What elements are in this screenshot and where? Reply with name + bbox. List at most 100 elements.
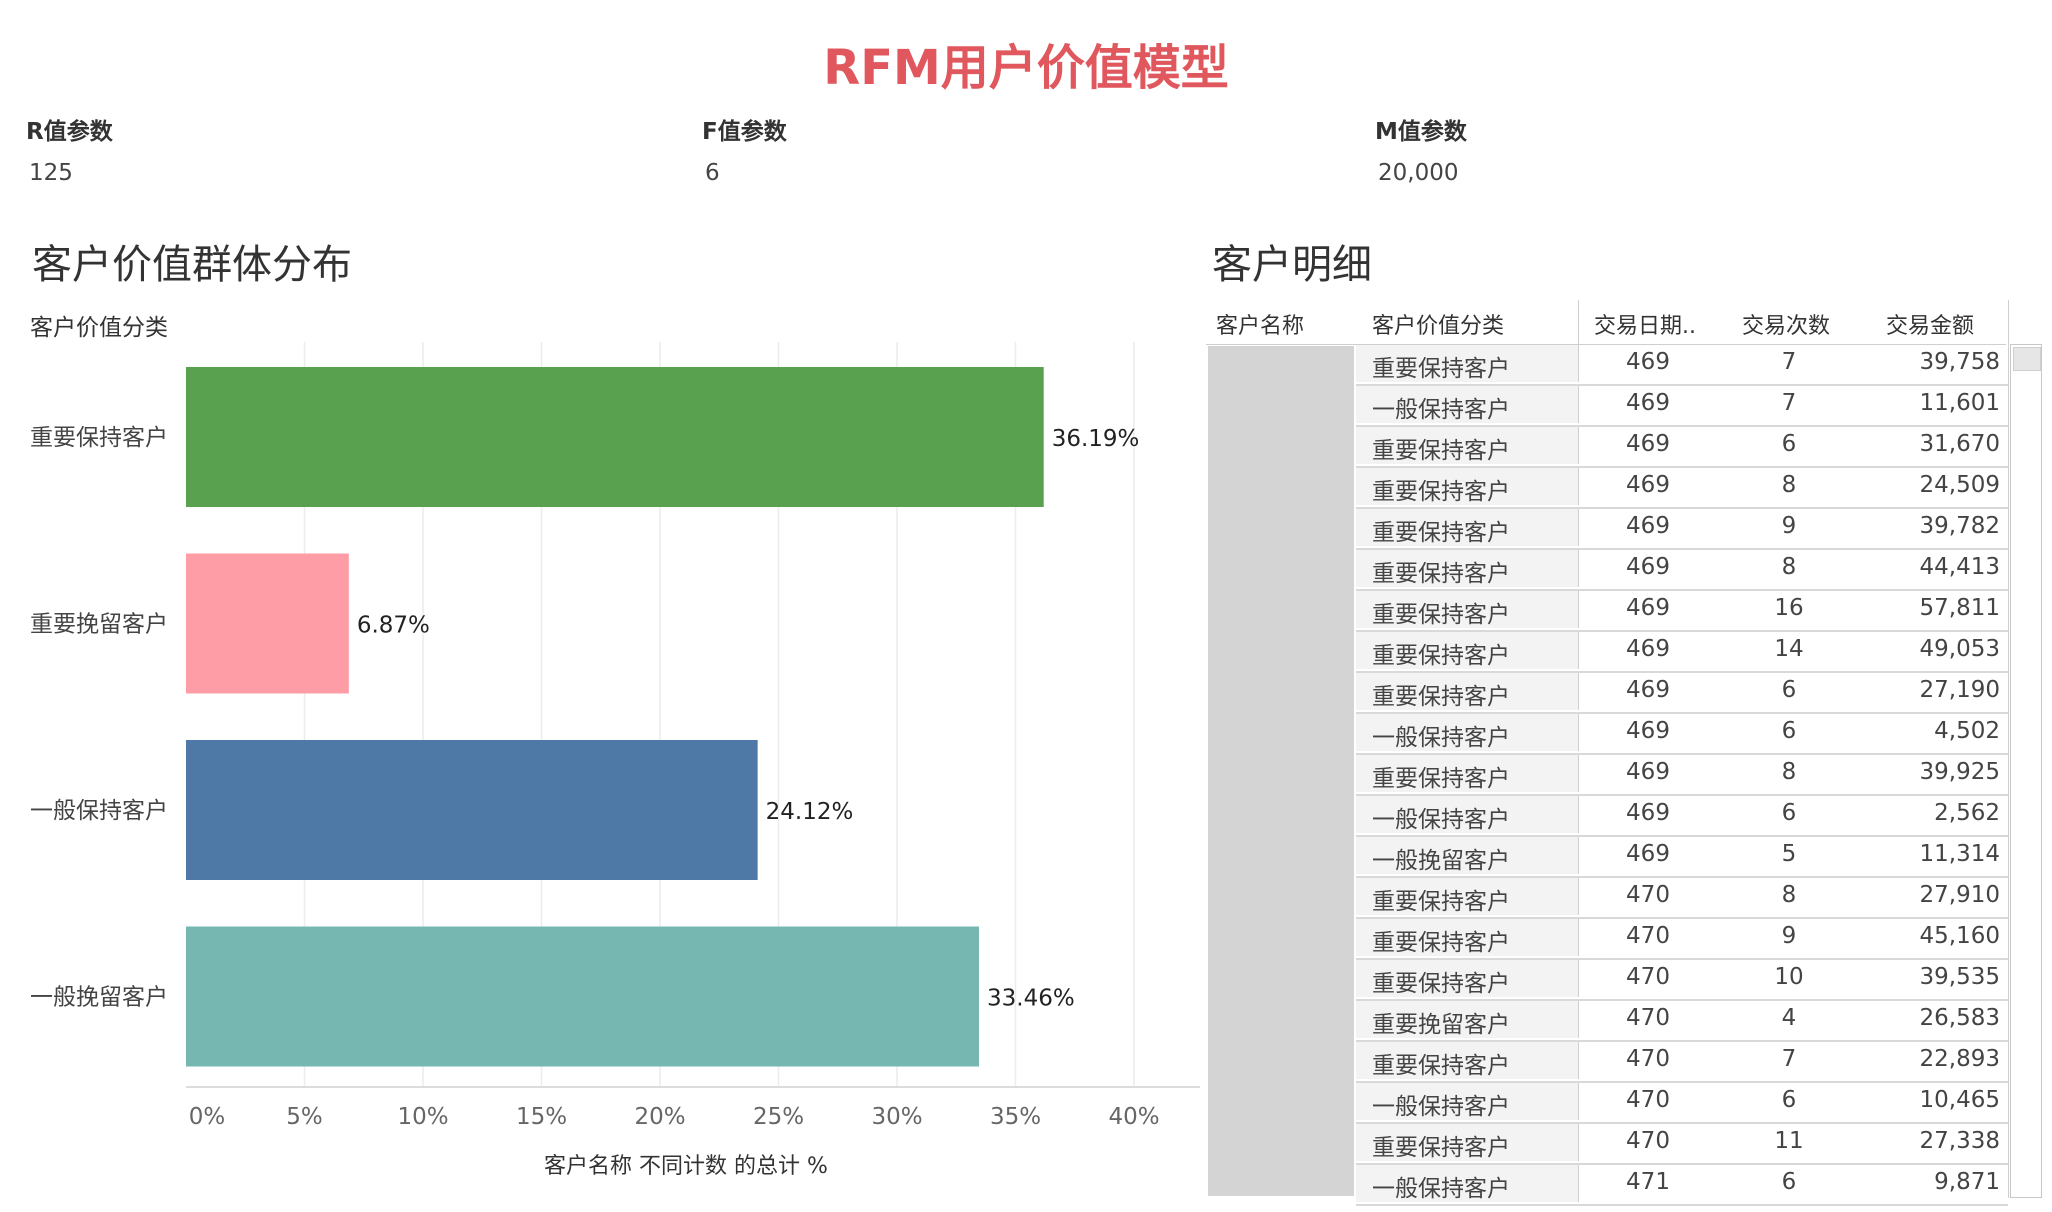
cell-trade-date: 469 xyxy=(1626,636,1670,662)
cell-trade-amount: 39,758 xyxy=(1919,349,2000,375)
table-row[interactable]: 一般挽留客户 469 5 11,314 xyxy=(1356,837,2008,878)
table-row[interactable]: 一般保持客户 471 6 9,871 xyxy=(1356,1165,2008,1206)
bar[interactable] xyxy=(186,740,758,880)
col-header-trade-amount[interactable]: 交易金额 xyxy=(1886,314,1975,339)
cell-trade-amount: 49,053 xyxy=(1919,636,2000,662)
cell-value-category: 重要保持客户 xyxy=(1356,591,1579,628)
m-param[interactable]: M值参数 20,000 xyxy=(1375,112,1467,186)
category-label: 重要保持客户 xyxy=(30,425,168,451)
bar[interactable] xyxy=(186,367,1044,507)
f-param[interactable]: F值参数 6 xyxy=(702,112,787,186)
cell-trade-date: 470 xyxy=(1626,882,1670,908)
cell-trade-count: 16 xyxy=(1774,595,1804,621)
cell-value-category: 重要保持客户 xyxy=(1356,960,1579,997)
chart-axis-group-title: 客户价值分类 xyxy=(30,315,168,341)
cell-trade-date: 469 xyxy=(1626,431,1670,457)
category-label: 一般挽留客户 xyxy=(30,985,168,1011)
cell-value-category: 重要保持客户 xyxy=(1356,468,1579,505)
cell-trade-count: 4 xyxy=(1781,1005,1797,1031)
cell-trade-amount: 2,562 xyxy=(1934,800,2000,826)
table-row[interactable]: 重要保持客户 469 9 39,782 xyxy=(1356,509,2008,550)
customer-name-column xyxy=(1208,346,1354,1196)
data-label: 24.12% xyxy=(766,799,854,825)
cell-trade-amount: 24,509 xyxy=(1919,472,2000,498)
cell-trade-count: 7 xyxy=(1781,1046,1797,1072)
bar-chart: 0% 5% 10% 15% 20% 25% 30% 35% 40% 重要保持客户 36.19% 重要挽… xyxy=(30,342,1200,1130)
cell-value-category-text: 重要保持客户 xyxy=(1372,643,1510,669)
x-tick-label: 15% xyxy=(516,1104,567,1130)
col-header-customer-name[interactable]: 客户名称 xyxy=(1216,314,1305,339)
cell-value-category: 重要保持客户 xyxy=(1356,1124,1579,1161)
table-row[interactable]: 一般保持客户 470 6 10,465 xyxy=(1356,1083,2008,1124)
table-row[interactable]: 重要保持客户 469 8 44,413 xyxy=(1356,550,2008,591)
table-row[interactable]: 一般保持客户 469 6 4,502 xyxy=(1356,714,2008,755)
cell-value-category-text: 重要保持客户 xyxy=(1372,479,1510,505)
cell-trade-amount: 39,782 xyxy=(1919,513,2000,539)
cell-trade-count: 8 xyxy=(1781,759,1797,785)
cell-value-category-text: 重要保持客户 xyxy=(1372,602,1510,628)
cell-value-category-text: 重要保持客户 xyxy=(1372,561,1510,587)
f-param-value[interactable]: 6 xyxy=(705,160,720,186)
cell-value-category: 一般保持客户 xyxy=(1356,1083,1579,1120)
cell-trade-amount: 22,893 xyxy=(1919,1046,2000,1072)
table-right-border xyxy=(2008,300,2009,1198)
table-row[interactable]: 重要保持客户 469 16 57,811 xyxy=(1356,591,2008,632)
table-row[interactable]: 重要保持客户 470 7 22,893 xyxy=(1356,1042,2008,1083)
table-row[interactable]: 重要保持客户 470 11 27,338 xyxy=(1356,1124,2008,1165)
cell-trade-date: 469 xyxy=(1626,677,1670,703)
cell-trade-count: 9 xyxy=(1781,513,1797,539)
cell-trade-date: 469 xyxy=(1626,759,1670,785)
table-row[interactable]: 重要挽留客户 470 4 26,583 xyxy=(1356,1001,2008,1042)
cell-value-category-text: 重要保持客户 xyxy=(1372,889,1510,915)
cell-value-category: 重要保持客户 xyxy=(1356,755,1579,792)
table-row[interactable]: 重要保持客户 469 8 39,925 xyxy=(1356,755,2008,796)
table-scrollbar[interactable] xyxy=(2010,344,2042,1198)
r-param-label: R值参数 xyxy=(26,119,113,145)
r-param[interactable]: R值参数 125 xyxy=(26,112,113,186)
x-tick-label: 10% xyxy=(397,1104,448,1130)
cell-trade-date: 469 xyxy=(1626,390,1670,416)
table-row[interactable]: 重要保持客户 469 6 27,190 xyxy=(1356,673,2008,714)
table-header: 客户名称 客户价值分类 交易日期.. 交易次数 交易金额 xyxy=(1206,300,2006,345)
cell-trade-amount: 31,670 xyxy=(1919,431,2000,457)
cell-trade-count: 6 xyxy=(1781,1087,1797,1113)
cell-value-category: 一般保持客户 xyxy=(1356,714,1579,751)
col-header-value-category[interactable]: 客户价值分类 xyxy=(1372,314,1505,339)
table-section-title: 客户明细 xyxy=(1212,242,1372,288)
chart-section-title: 客户价值群体分布 xyxy=(32,242,352,288)
cell-value-category-text: 重要保持客户 xyxy=(1372,520,1510,546)
cell-value-category-text: 重要保持客户 xyxy=(1372,971,1510,997)
cell-trade-date: 470 xyxy=(1626,1087,1670,1113)
cell-trade-count: 9 xyxy=(1781,923,1797,949)
x-tick-label: 0% xyxy=(189,1104,226,1130)
cell-value-category-text: 一般挽留客户 xyxy=(1372,848,1510,874)
table-row[interactable]: 重要保持客户 469 14 49,053 xyxy=(1356,632,2008,673)
table-row[interactable]: 一般保持客户 469 7 11,601 xyxy=(1356,386,2008,427)
cell-trade-amount: 27,190 xyxy=(1919,677,2000,703)
cell-trade-date: 469 xyxy=(1626,554,1670,580)
cell-value-category: 重要保持客户 xyxy=(1356,1042,1579,1079)
col-header-trade-date[interactable]: 交易日期.. xyxy=(1594,314,1696,339)
bar[interactable] xyxy=(186,553,349,694)
table-row[interactable]: 重要保持客户 469 8 24,509 xyxy=(1356,468,2008,509)
bar[interactable] xyxy=(186,926,980,1067)
data-label: 36.19% xyxy=(1052,426,1140,452)
cell-trade-count: 11 xyxy=(1774,1128,1804,1154)
r-param-value[interactable]: 125 xyxy=(29,160,73,186)
m-param-value[interactable]: 20,000 xyxy=(1378,160,1459,186)
cell-trade-date: 469 xyxy=(1626,841,1670,867)
table-row[interactable]: 一般保持客户 469 6 2,562 xyxy=(1356,796,2008,837)
cell-value-category-text: 重要保持客户 xyxy=(1372,356,1510,382)
col-header-trade-count[interactable]: 交易次数 xyxy=(1742,314,1831,339)
x-tick-label: 5% xyxy=(286,1104,323,1130)
cell-trade-amount: 57,811 xyxy=(1919,595,2000,621)
cell-value-category-text: 一般保持客户 xyxy=(1372,1094,1510,1120)
cell-trade-count: 6 xyxy=(1781,677,1797,703)
table-row[interactable]: 重要保持客户 470 8 27,910 xyxy=(1356,878,2008,919)
scrollbar-thumb[interactable] xyxy=(2013,347,2041,371)
table-row[interactable]: 重要保持客户 470 9 45,160 xyxy=(1356,919,2008,960)
cell-trade-date: 469 xyxy=(1626,595,1670,621)
table-row[interactable]: 重要保持客户 469 7 39,758 xyxy=(1356,345,2008,386)
table-row[interactable]: 重要保持客户 469 6 31,670 xyxy=(1356,427,2008,468)
table-row[interactable]: 重要保持客户 470 10 39,535 xyxy=(1356,960,2008,1001)
